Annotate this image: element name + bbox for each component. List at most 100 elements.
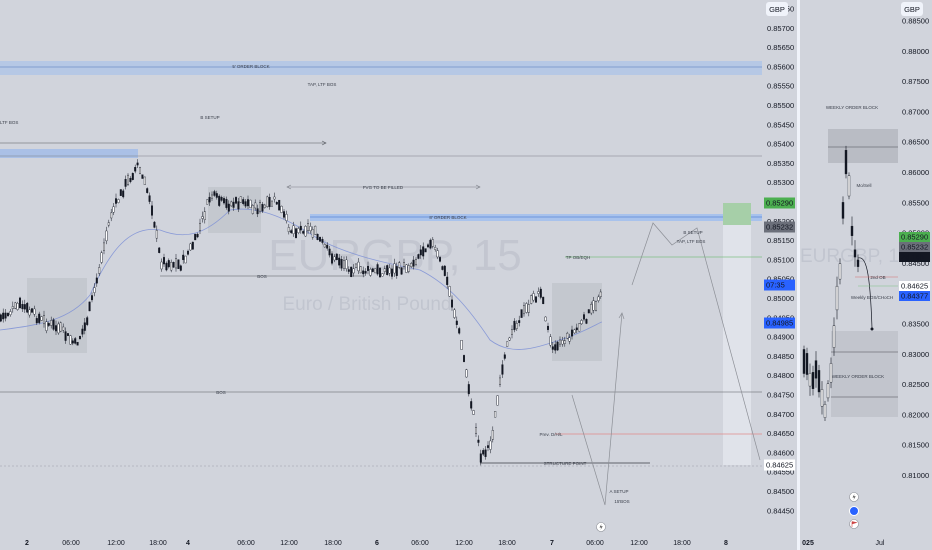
time-axis-label-6: 12:00 <box>280 540 298 547</box>
candle-body <box>556 341 559 351</box>
projection-target-box[interactable] <box>723 203 751 225</box>
candle-body <box>388 267 391 274</box>
price-axis-tick-19: 0.84800 <box>767 371 794 380</box>
right-chart-pane[interactable]: EURGBP, 1W WEEKLY ORDER BLOCK WEEKLY ORDER… <box>800 0 932 550</box>
weekly-ob-top-zone[interactable] <box>828 129 898 163</box>
price-axis-tick-17: 0.84900 <box>767 333 794 342</box>
candle-body <box>407 265 410 272</box>
candle-body <box>177 259 180 269</box>
right-currency-badge[interactable] <box>901 2 923 16</box>
candle-body <box>515 323 518 329</box>
candle-body <box>535 296 538 303</box>
right-price-axis[interactable] <box>899 0 932 550</box>
fvg-arrow-heads <box>286 184 481 190</box>
candle-body <box>496 395 499 406</box>
candle-body <box>491 430 494 440</box>
candle-body <box>275 202 278 205</box>
candle-body <box>201 216 204 219</box>
consolidation-box-left[interactable] <box>27 278 87 353</box>
consolidation-box-right[interactable] <box>552 283 602 361</box>
candle-body <box>95 277 98 284</box>
currency-badge[interactable] <box>766 2 788 16</box>
order-block-5m-zone[interactable] <box>0 61 762 75</box>
candle-body <box>446 276 449 285</box>
candle-body <box>198 222 201 231</box>
candle-body <box>453 309 456 318</box>
price-badge-text-4: 0.84625 <box>766 461 793 470</box>
candle-body <box>52 319 55 330</box>
time-axis-label-9: 06:00 <box>411 540 429 547</box>
right-chart-svg[interactable]: EURGBP, 1W WEEKLY ORDER BLOCK WEEKLY ORDER… <box>800 0 932 550</box>
projection-path-a <box>571 312 623 506</box>
order-block-left-zone[interactable] <box>0 149 138 158</box>
price-axis[interactable] <box>764 0 797 550</box>
right-watermark-symbol: EURGBP, 1W <box>800 246 917 267</box>
time-axis-label-7: 18:00 <box>324 540 342 547</box>
candle-body <box>475 427 478 434</box>
time-axis-label-12: 7 <box>550 540 554 547</box>
candle-body <box>261 203 264 212</box>
candle-body <box>194 233 197 241</box>
time-axis-label-13: 06:00 <box>586 540 604 547</box>
candle-body <box>74 338 77 344</box>
candle-body <box>292 225 295 234</box>
candle-body <box>386 265 389 276</box>
weekly-ob-bottom-zone[interactable] <box>831 331 898 417</box>
right-projection-end-dot <box>870 327 874 331</box>
candle-body <box>467 384 470 395</box>
right-candle-body <box>850 225 854 236</box>
candle-body <box>347 269 350 272</box>
label-green-target: TP OB/EQH <box>566 255 590 260</box>
candle-body <box>165 262 168 271</box>
price-badge-text-0: 0.85290 <box>766 199 793 208</box>
candle-body <box>283 211 286 218</box>
left-chart-pane[interactable]: EURGBP, 15 Euro / British Pound 5' ORDER B… <box>0 0 797 550</box>
candle-body <box>297 228 300 234</box>
candle-body <box>539 288 542 298</box>
candle-body <box>35 318 38 324</box>
candle-body <box>246 199 249 207</box>
candle-body <box>503 354 506 359</box>
price-axis-tick-9: 0.85300 <box>767 178 794 187</box>
order-block-8m-zone[interactable] <box>310 214 762 221</box>
projection-range-box[interactable] <box>723 225 751 465</box>
flag-icon[interactable] <box>849 519 859 529</box>
candle-body <box>287 227 290 233</box>
candle-body <box>227 203 230 212</box>
candle-body <box>122 190 125 198</box>
candle-body <box>0 314 2 322</box>
candle-body <box>71 340 74 344</box>
candle-body <box>196 233 199 238</box>
candle-body <box>160 261 163 270</box>
price-axis-tick-22: 0.84650 <box>767 429 794 438</box>
label-a-setup: A SETUP <box>609 489 628 494</box>
candle-body <box>321 238 324 243</box>
candle-body <box>66 333 69 336</box>
candle-body <box>254 202 257 209</box>
candle-body <box>314 225 317 235</box>
candle-body <box>126 174 129 185</box>
time-axis-label-0: 2 <box>25 540 29 547</box>
candle-body <box>383 268 386 272</box>
currency-label: GBP <box>769 5 785 14</box>
candle-body <box>242 199 245 204</box>
pane-divider[interactable] <box>797 0 800 550</box>
price-badge-text-1: 0.85232 <box>766 223 793 232</box>
candle-body <box>285 213 288 221</box>
price-axis-tick-12: 0.85150 <box>767 236 794 245</box>
candle-body <box>532 293 535 301</box>
right-candle-body <box>820 389 824 407</box>
blue-circle-icon[interactable] <box>849 506 859 516</box>
candle-body <box>237 201 240 210</box>
candle-body <box>162 257 165 265</box>
candle-body <box>179 265 182 271</box>
candle-body <box>138 167 141 174</box>
candle-body <box>501 364 504 375</box>
candle-body <box>431 239 434 247</box>
lightning-icon-glyph <box>852 494 856 500</box>
candle-body <box>527 304 530 313</box>
right-candle-body <box>814 360 818 379</box>
candle-body <box>170 261 173 271</box>
price-axis-tick-5: 0.85500 <box>767 101 794 110</box>
